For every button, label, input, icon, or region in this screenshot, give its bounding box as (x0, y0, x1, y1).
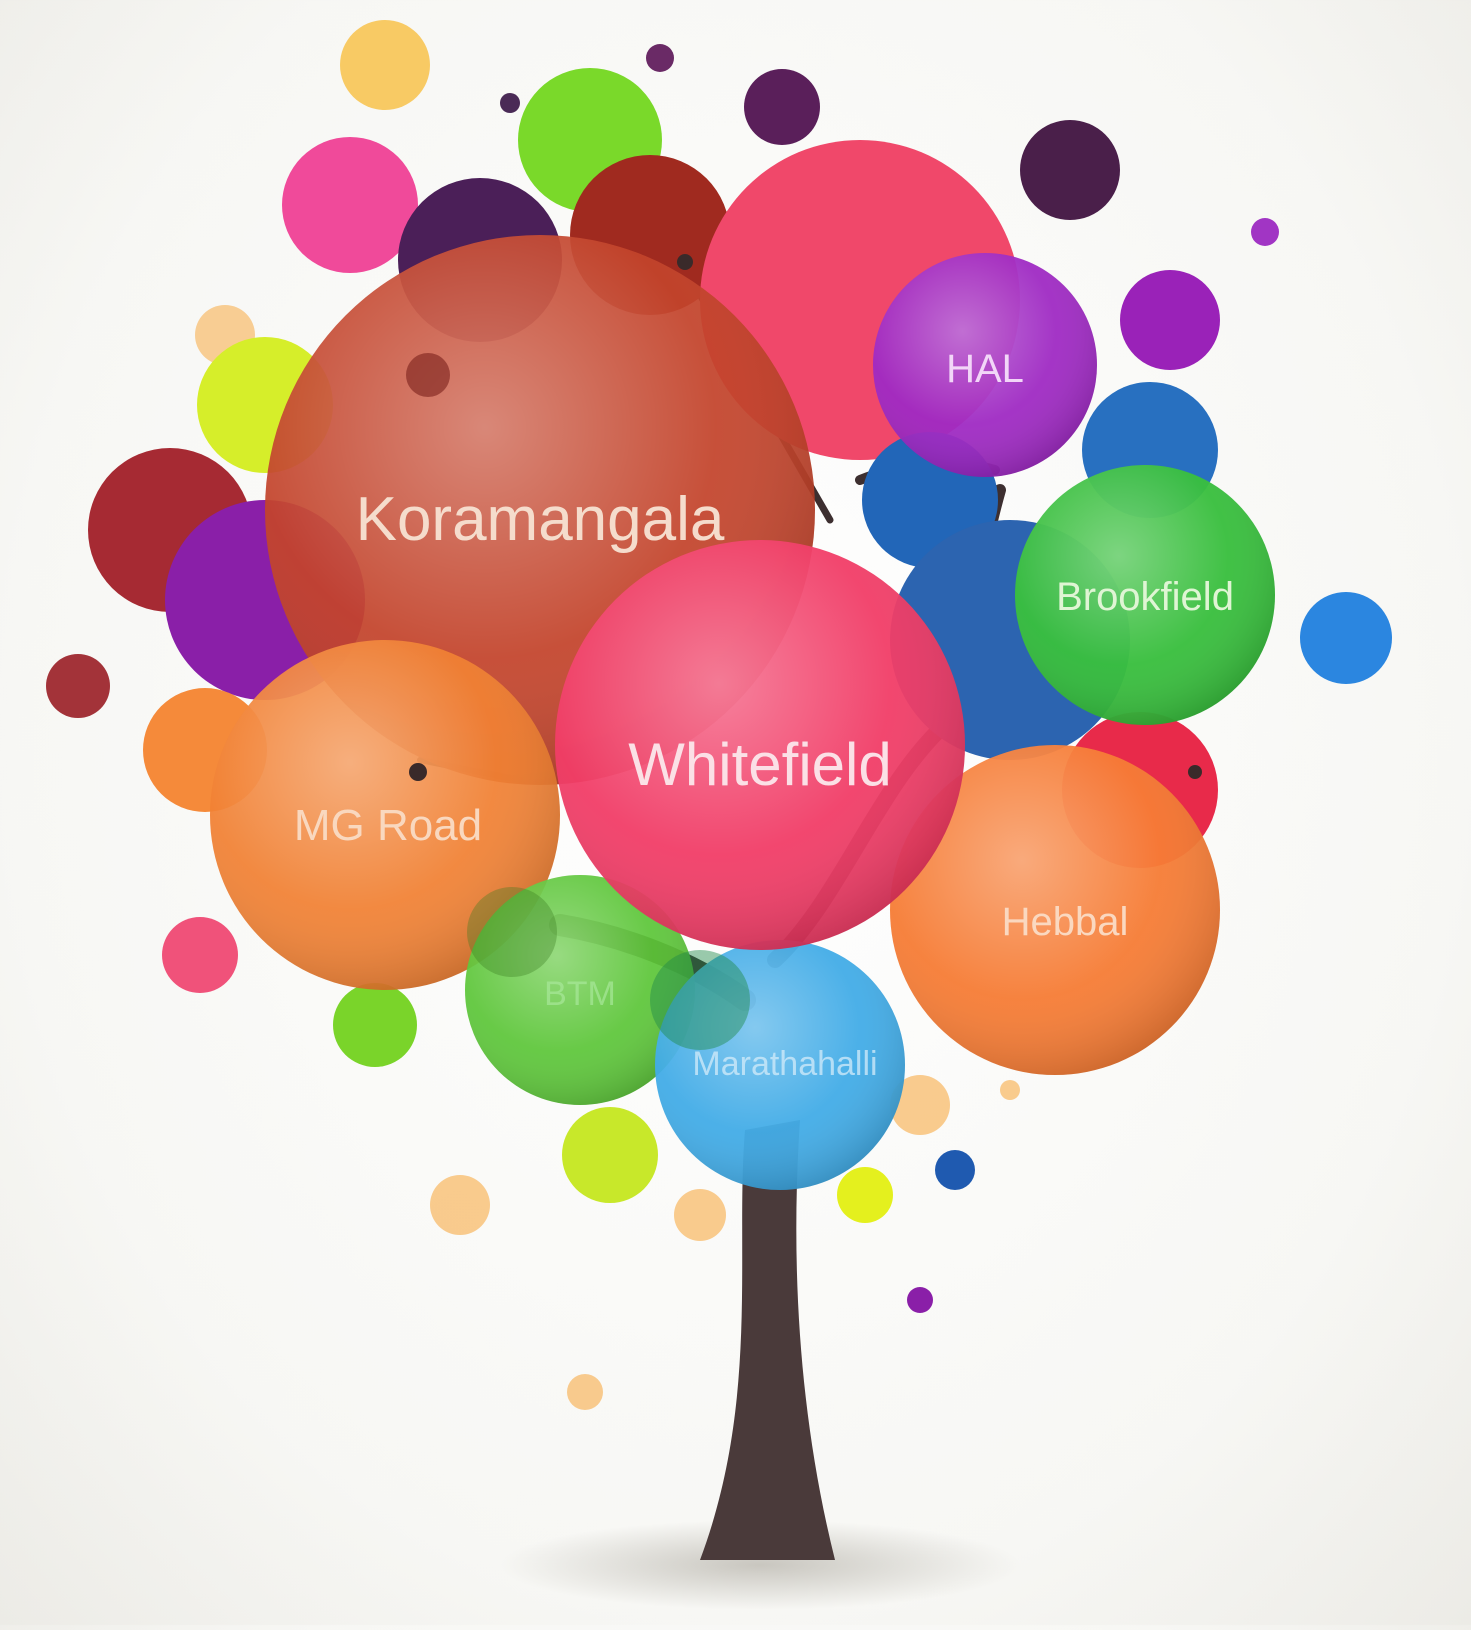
bubble (46, 654, 110, 718)
bubble (1000, 1080, 1020, 1100)
bubble-whitefield: Whitefield (555, 540, 965, 950)
bubble (1300, 592, 1392, 684)
bubble (935, 1150, 975, 1190)
label-hal: HAL (946, 347, 1024, 391)
bubble (744, 69, 820, 145)
bubble-hal: HAL (873, 253, 1097, 477)
bubble (646, 44, 674, 72)
bubble (837, 1167, 893, 1223)
dot (409, 763, 427, 781)
label-koramangala: Koramangala (356, 485, 725, 554)
label-marathahalli: Marathahalli (692, 1045, 877, 1083)
bubble (1020, 120, 1120, 220)
bubble (567, 1374, 603, 1410)
bubble-brookfield: Brookfield (1015, 465, 1275, 725)
bubble-btm: BTM (465, 875, 695, 1105)
label-btm: BTM (544, 975, 616, 1013)
bubble-hebbal: Hebbal (890, 745, 1220, 1075)
bubble (907, 1287, 933, 1313)
bubble-mg-road: MG Road (210, 640, 560, 990)
bubble (282, 137, 418, 273)
main-bubbles: Koramangala HAL Brookfield MG Road BTM (210, 235, 1275, 1190)
tree-trunk (700, 1120, 835, 1560)
bubble (340, 20, 430, 110)
label-whitefield: Whitefield (628, 731, 891, 798)
dot (677, 254, 693, 270)
ground-shadow (500, 1520, 1020, 1610)
dot (1188, 765, 1202, 779)
bubble (430, 1175, 490, 1235)
bubble (890, 1075, 950, 1135)
bubble (500, 93, 520, 113)
bubble (562, 1107, 658, 1203)
bubble (674, 1189, 726, 1241)
bubble (1120, 270, 1220, 370)
bubble (333, 983, 417, 1067)
label-brookfield: Brookfield (1056, 575, 1234, 619)
label-mg-road: MG Road (294, 801, 482, 850)
bubble (162, 917, 238, 993)
bubble (1251, 218, 1279, 246)
decorative-dots-front (409, 254, 1202, 781)
label-hebbal: Hebbal (1002, 900, 1129, 944)
bubble-marathahalli: Marathahalli (650, 940, 905, 1190)
